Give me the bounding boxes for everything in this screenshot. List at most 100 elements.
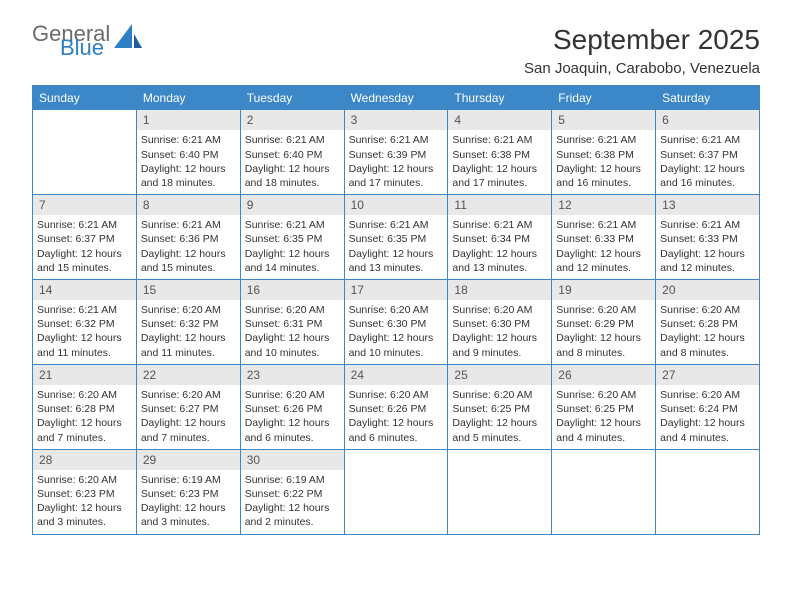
calendar-cell: 11Sunrise: 6:21 AMSunset: 6:34 PMDayligh…: [448, 195, 552, 280]
day-number: 16: [241, 280, 344, 300]
day-number: 15: [137, 280, 240, 300]
day-content: Sunrise: 6:21 AMSunset: 6:37 PMDaylight:…: [33, 215, 136, 279]
day-number: 12: [552, 195, 655, 215]
day-content: Sunrise: 6:20 AMSunset: 6:30 PMDaylight:…: [345, 300, 448, 364]
calendar-cell: 18Sunrise: 6:20 AMSunset: 6:30 PMDayligh…: [448, 280, 552, 365]
sunset-text: Sunset: 6:23 PM: [141, 487, 236, 501]
day-number: [345, 450, 448, 454]
daylight-text: Daylight: 12 hours and 13 minutes.: [452, 247, 547, 275]
day-content: Sunrise: 6:20 AMSunset: 6:31 PMDaylight:…: [241, 300, 344, 364]
day-content: Sunrise: 6:20 AMSunset: 6:32 PMDaylight:…: [137, 300, 240, 364]
sunrise-text: Sunrise: 6:21 AM: [37, 303, 132, 317]
day-number: 19: [552, 280, 655, 300]
day-content: Sunrise: 6:20 AMSunset: 6:27 PMDaylight:…: [137, 385, 240, 449]
sunrise-text: Sunrise: 6:20 AM: [452, 388, 547, 402]
daylight-text: Daylight: 12 hours and 7 minutes.: [141, 416, 236, 444]
sunrise-text: Sunrise: 6:21 AM: [141, 133, 236, 147]
sunset-text: Sunset: 6:26 PM: [349, 402, 444, 416]
month-title: September 2025: [524, 24, 760, 56]
calendar-cell: 12Sunrise: 6:21 AMSunset: 6:33 PMDayligh…: [552, 195, 656, 280]
day-number: [33, 110, 136, 114]
sunrise-text: Sunrise: 6:20 AM: [452, 303, 547, 317]
weekday-header: Saturday: [656, 86, 760, 110]
sunset-text: Sunset: 6:35 PM: [349, 232, 444, 246]
day-content: Sunrise: 6:19 AMSunset: 6:22 PMDaylight:…: [241, 470, 344, 534]
sunrise-text: Sunrise: 6:20 AM: [141, 388, 236, 402]
calendar-cell: 29Sunrise: 6:19 AMSunset: 6:23 PMDayligh…: [137, 450, 241, 535]
day-content: Sunrise: 6:20 AMSunset: 6:30 PMDaylight:…: [448, 300, 551, 364]
day-number: 9: [241, 195, 344, 215]
calendar-cell: 13Sunrise: 6:21 AMSunset: 6:33 PMDayligh…: [656, 195, 760, 280]
calendar-cell: 9Sunrise: 6:21 AMSunset: 6:35 PMDaylight…: [241, 195, 345, 280]
calendar-cell: [345, 450, 449, 535]
sunrise-text: Sunrise: 6:19 AM: [245, 473, 340, 487]
day-content: Sunrise: 6:21 AMSunset: 6:37 PMDaylight:…: [656, 130, 759, 194]
title-block: September 2025 San Joaquin, Carabobo, Ve…: [524, 24, 760, 77]
sunrise-text: Sunrise: 6:21 AM: [556, 218, 651, 232]
calendar-cell: [656, 450, 760, 535]
day-content: Sunrise: 6:21 AMSunset: 6:35 PMDaylight:…: [241, 215, 344, 279]
sunrise-text: Sunrise: 6:20 AM: [556, 303, 651, 317]
daylight-text: Daylight: 12 hours and 15 minutes.: [141, 247, 236, 275]
daylight-text: Daylight: 12 hours and 17 minutes.: [452, 162, 547, 190]
calendar-cell: [33, 110, 137, 195]
day-number: 24: [345, 365, 448, 385]
calendar-cell: 1Sunrise: 6:21 AMSunset: 6:40 PMDaylight…: [137, 110, 241, 195]
day-content: Sunrise: 6:21 AMSunset: 6:32 PMDaylight:…: [33, 300, 136, 364]
day-number: 26: [552, 365, 655, 385]
sunrise-text: Sunrise: 6:20 AM: [37, 388, 132, 402]
sunset-text: Sunset: 6:37 PM: [660, 148, 755, 162]
daylight-text: Daylight: 12 hours and 6 minutes.: [349, 416, 444, 444]
calendar-cell: 21Sunrise: 6:20 AMSunset: 6:28 PMDayligh…: [33, 365, 137, 450]
daylight-text: Daylight: 12 hours and 8 minutes.: [660, 331, 755, 359]
day-content: Sunrise: 6:20 AMSunset: 6:25 PMDaylight:…: [448, 385, 551, 449]
sunrise-text: Sunrise: 6:21 AM: [245, 133, 340, 147]
daylight-text: Daylight: 12 hours and 16 minutes.: [660, 162, 755, 190]
sunset-text: Sunset: 6:22 PM: [245, 487, 340, 501]
sunset-text: Sunset: 6:32 PM: [37, 317, 132, 331]
sunset-text: Sunset: 6:29 PM: [556, 317, 651, 331]
daylight-text: Daylight: 12 hours and 4 minutes.: [556, 416, 651, 444]
daylight-text: Daylight: 12 hours and 17 minutes.: [349, 162, 444, 190]
weekday-header: Sunday: [33, 86, 137, 110]
sunrise-text: Sunrise: 6:21 AM: [349, 133, 444, 147]
daylight-text: Daylight: 12 hours and 9 minutes.: [452, 331, 547, 359]
day-number: 2: [241, 110, 344, 130]
day-number: 3: [345, 110, 448, 130]
sunset-text: Sunset: 6:40 PM: [245, 148, 340, 162]
sunrise-text: Sunrise: 6:21 AM: [245, 218, 340, 232]
calendar-cell: 25Sunrise: 6:20 AMSunset: 6:25 PMDayligh…: [448, 365, 552, 450]
calendar-cell: 23Sunrise: 6:20 AMSunset: 6:26 PMDayligh…: [241, 365, 345, 450]
daylight-text: Daylight: 12 hours and 11 minutes.: [37, 331, 132, 359]
sunrise-text: Sunrise: 6:21 AM: [660, 218, 755, 232]
day-number: 20: [656, 280, 759, 300]
daylight-text: Daylight: 12 hours and 14 minutes.: [245, 247, 340, 275]
calendar-cell: 28Sunrise: 6:20 AMSunset: 6:23 PMDayligh…: [33, 450, 137, 535]
sunset-text: Sunset: 6:39 PM: [349, 148, 444, 162]
weekday-header: Thursday: [448, 86, 552, 110]
sunset-text: Sunset: 6:24 PM: [660, 402, 755, 416]
day-content: Sunrise: 6:21 AMSunset: 6:36 PMDaylight:…: [137, 215, 240, 279]
sunrise-text: Sunrise: 6:21 AM: [556, 133, 651, 147]
sunrise-text: Sunrise: 6:20 AM: [37, 473, 132, 487]
day-content: Sunrise: 6:20 AMSunset: 6:25 PMDaylight:…: [552, 385, 655, 449]
day-number: 11: [448, 195, 551, 215]
sunset-text: Sunset: 6:30 PM: [349, 317, 444, 331]
daylight-text: Daylight: 12 hours and 8 minutes.: [556, 331, 651, 359]
sunset-text: Sunset: 6:32 PM: [141, 317, 236, 331]
day-number: 4: [448, 110, 551, 130]
sunset-text: Sunset: 6:27 PM: [141, 402, 236, 416]
calendar-cell: 14Sunrise: 6:21 AMSunset: 6:32 PMDayligh…: [33, 280, 137, 365]
daylight-text: Daylight: 12 hours and 12 minutes.: [556, 247, 651, 275]
sunset-text: Sunset: 6:23 PM: [37, 487, 132, 501]
daylight-text: Daylight: 12 hours and 10 minutes.: [245, 331, 340, 359]
sunrise-text: Sunrise: 6:21 AM: [452, 218, 547, 232]
day-content: Sunrise: 6:20 AMSunset: 6:26 PMDaylight:…: [241, 385, 344, 449]
calendar-cell: 30Sunrise: 6:19 AMSunset: 6:22 PMDayligh…: [241, 450, 345, 535]
day-number: 17: [345, 280, 448, 300]
day-content: Sunrise: 6:21 AMSunset: 6:38 PMDaylight:…: [448, 130, 551, 194]
sunset-text: Sunset: 6:28 PM: [660, 317, 755, 331]
day-number: 22: [137, 365, 240, 385]
day-number: 5: [552, 110, 655, 130]
day-number: 18: [448, 280, 551, 300]
